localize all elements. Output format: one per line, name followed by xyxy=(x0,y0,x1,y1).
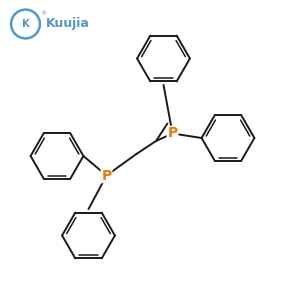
Text: K: K xyxy=(22,19,29,29)
Text: P: P xyxy=(167,127,178,140)
Text: Kuujia: Kuujia xyxy=(46,17,90,31)
Text: ®: ® xyxy=(40,11,47,16)
Text: P: P xyxy=(101,169,112,182)
